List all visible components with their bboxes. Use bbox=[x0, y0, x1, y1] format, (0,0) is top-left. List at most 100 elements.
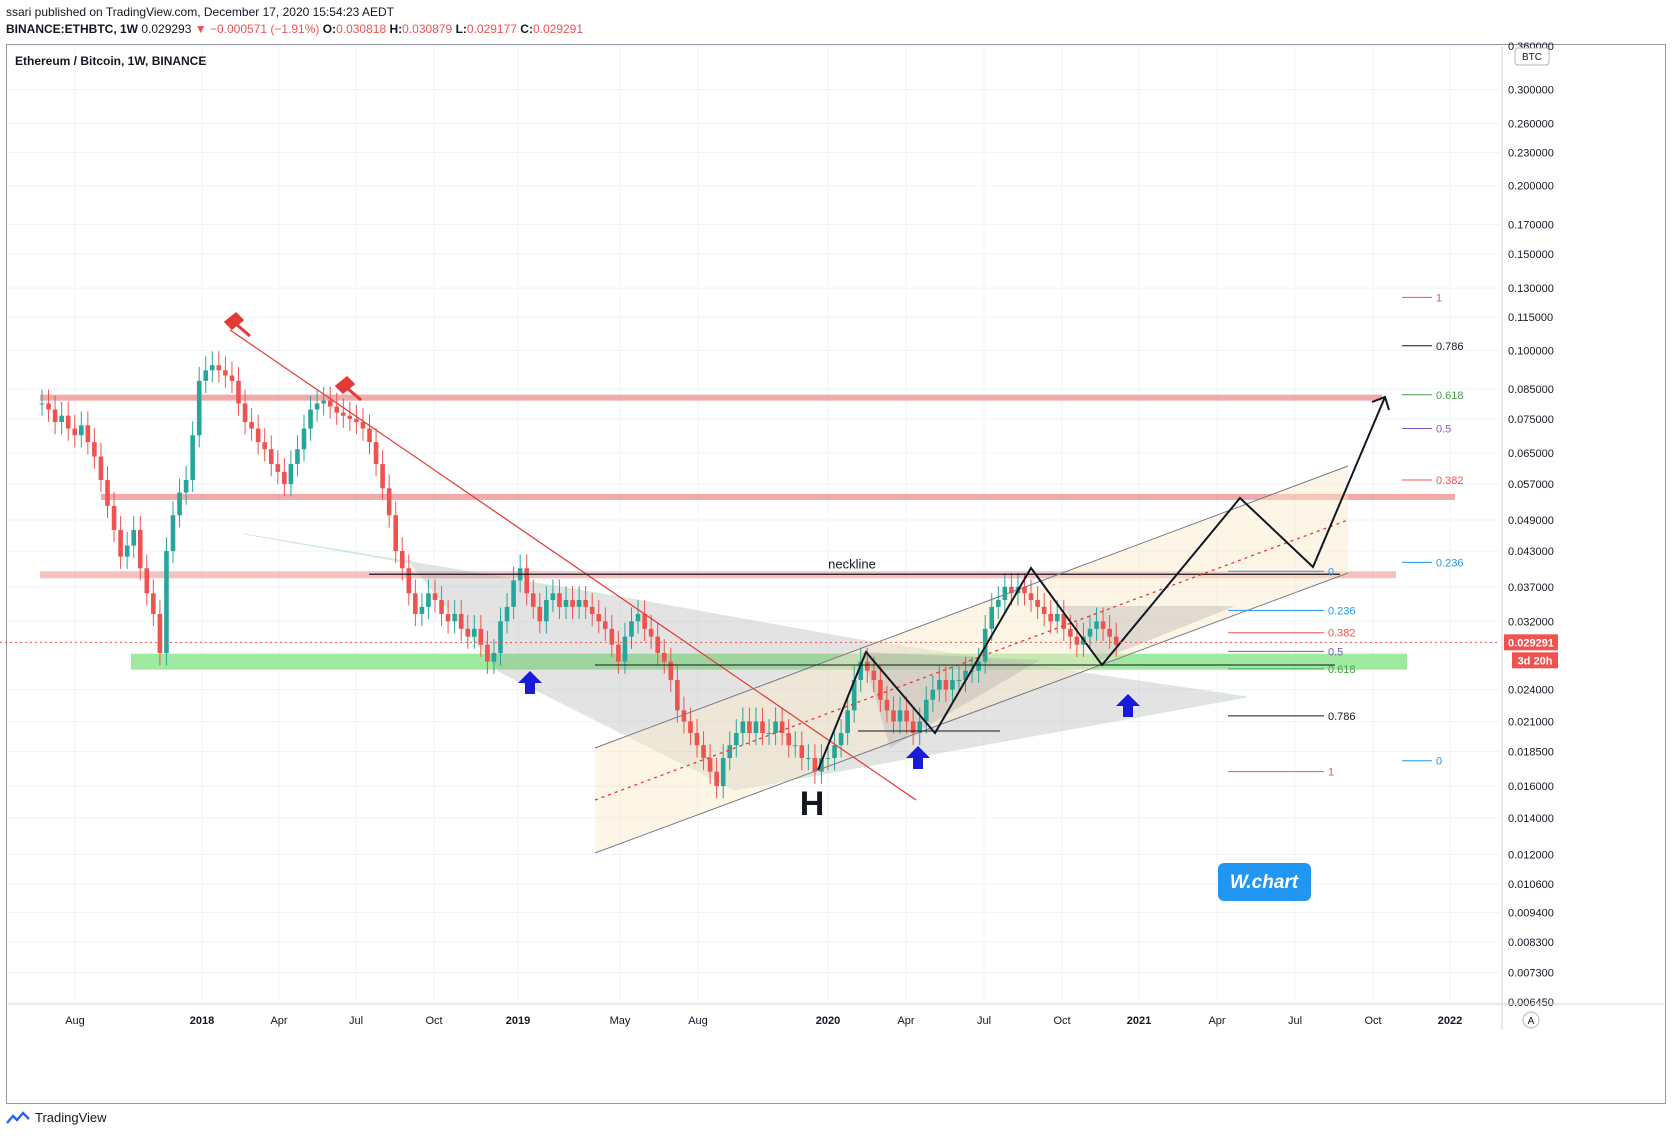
price-tick-label: 0.260000 bbox=[1508, 118, 1554, 130]
price-tick-label: 0.037000 bbox=[1508, 582, 1554, 594]
candle-body bbox=[937, 679, 942, 690]
price-tick-label: 0.230000 bbox=[1508, 147, 1554, 159]
time-tick-label: Jul bbox=[349, 1015, 363, 1027]
price-tick-label: 0.200000 bbox=[1508, 181, 1554, 193]
trend-line-descending bbox=[229, 329, 917, 801]
price-tick-label: 0.012000 bbox=[1508, 849, 1554, 861]
candle-body bbox=[825, 758, 831, 760]
candle-body bbox=[557, 593, 562, 607]
price-tick-label: 0.007300 bbox=[1508, 968, 1554, 980]
candle-body bbox=[1094, 621, 1099, 629]
price-tick-label: 0.170000 bbox=[1508, 219, 1554, 231]
candle-body bbox=[583, 600, 588, 607]
candle-body bbox=[386, 488, 392, 516]
time-tick-label: 2022 bbox=[1438, 1015, 1462, 1027]
candle-body bbox=[910, 721, 916, 734]
candle-body bbox=[930, 689, 936, 700]
candle-body bbox=[498, 621, 503, 654]
candle-body bbox=[792, 745, 798, 747]
head-label: H bbox=[800, 785, 825, 823]
candle-body bbox=[943, 679, 949, 690]
price-tick-label: 0.009400 bbox=[1508, 907, 1554, 919]
candle-body bbox=[98, 456, 104, 480]
candle-body bbox=[46, 403, 51, 410]
last-price: 0.029293 bbox=[141, 22, 192, 36]
candle-body bbox=[105, 479, 110, 506]
channel-midline bbox=[594, 519, 1349, 801]
time-tick-label: Apr bbox=[1208, 1015, 1225, 1027]
candle-body bbox=[668, 661, 674, 680]
candle-body bbox=[301, 428, 307, 450]
candle-body bbox=[242, 403, 248, 423]
price-tick-label: 0.085000 bbox=[1508, 384, 1554, 396]
candle-body bbox=[85, 425, 91, 443]
candle-body bbox=[334, 406, 340, 413]
candle-body bbox=[288, 464, 294, 485]
candle-body bbox=[688, 721, 693, 734]
neckline-label: neckline bbox=[828, 556, 876, 571]
candle-body bbox=[504, 606, 510, 622]
candle-body bbox=[891, 710, 896, 722]
symbol-name: BINANCE:ETHBTC, 1W bbox=[6, 22, 138, 36]
candle-body bbox=[707, 758, 713, 772]
price-tick-label: 0.032000 bbox=[1508, 616, 1554, 628]
publish-info: ssari published on TradingView.com, Dece… bbox=[6, 5, 395, 19]
fib-left-label: 1 bbox=[1436, 292, 1442, 304]
candle-body bbox=[321, 400, 326, 404]
time-axis: Aug 2018 Apr Jul Oct 2019 May Aug 2020 Apr Jul Oct 2… bbox=[8, 1003, 1664, 1029]
candle-body bbox=[144, 568, 150, 594]
candle-body bbox=[190, 435, 195, 480]
candle-body bbox=[655, 636, 660, 654]
candle-body bbox=[1054, 613, 1060, 622]
candle-body bbox=[393, 515, 398, 552]
candle-body bbox=[635, 613, 641, 622]
price-tick-label: 0.049000 bbox=[1508, 515, 1554, 527]
price-tick-label: 0.021000 bbox=[1508, 716, 1554, 728]
tradingview-brand[interactable]: TradingView bbox=[6, 1110, 107, 1125]
symbol-info-line: BINANCE:ETHBTC, 1W 0.029293 ▼ −0.000571 … bbox=[6, 22, 583, 36]
time-tick-label: Oct bbox=[1364, 1015, 1381, 1027]
candle-body bbox=[550, 593, 556, 601]
price-tick-label: 0.016000 bbox=[1508, 781, 1554, 793]
candle-body bbox=[511, 580, 516, 607]
candle-body bbox=[596, 613, 602, 622]
resistance-band-middle bbox=[101, 493, 1455, 500]
candle-body bbox=[727, 745, 733, 759]
candle-body bbox=[229, 375, 235, 381]
candle-body bbox=[799, 745, 805, 759]
candle-body bbox=[773, 721, 778, 734]
candle-body bbox=[779, 721, 785, 734]
candle-body bbox=[262, 442, 267, 450]
candle-body bbox=[157, 613, 163, 654]
candle-body bbox=[838, 733, 844, 746]
candle-body bbox=[858, 661, 864, 680]
candle-body bbox=[151, 593, 156, 614]
candle-body bbox=[747, 721, 752, 734]
candle-body bbox=[347, 415, 353, 419]
fib-right-label: 0.382 bbox=[1328, 628, 1356, 640]
fib-right-label: 0 bbox=[1328, 566, 1334, 578]
candle-body bbox=[806, 758, 811, 760]
candle-body bbox=[354, 418, 359, 423]
candle-body bbox=[413, 593, 418, 614]
candle-body bbox=[419, 606, 425, 614]
price-tick-label: 0.300000 bbox=[1508, 84, 1554, 96]
price-tick-label: 0.115000 bbox=[1508, 312, 1553, 324]
candle-body bbox=[255, 428, 261, 443]
candle-body bbox=[236, 380, 241, 404]
high-label: H: bbox=[389, 22, 403, 36]
candle-body bbox=[642, 613, 647, 629]
candle-body bbox=[170, 515, 176, 552]
price-tick-label: 0.065000 bbox=[1508, 448, 1554, 460]
candle-body bbox=[59, 415, 64, 423]
candle-body bbox=[1022, 586, 1027, 594]
time-tick-label: Aug bbox=[688, 1015, 708, 1027]
candle-body bbox=[616, 644, 621, 662]
candle-body bbox=[39, 403, 45, 405]
channel-upper bbox=[594, 465, 1349, 749]
candle-body bbox=[1074, 636, 1080, 645]
candle-body bbox=[544, 600, 549, 622]
candle-body bbox=[406, 568, 412, 594]
time-tick-label: 2021 bbox=[1127, 1015, 1151, 1027]
